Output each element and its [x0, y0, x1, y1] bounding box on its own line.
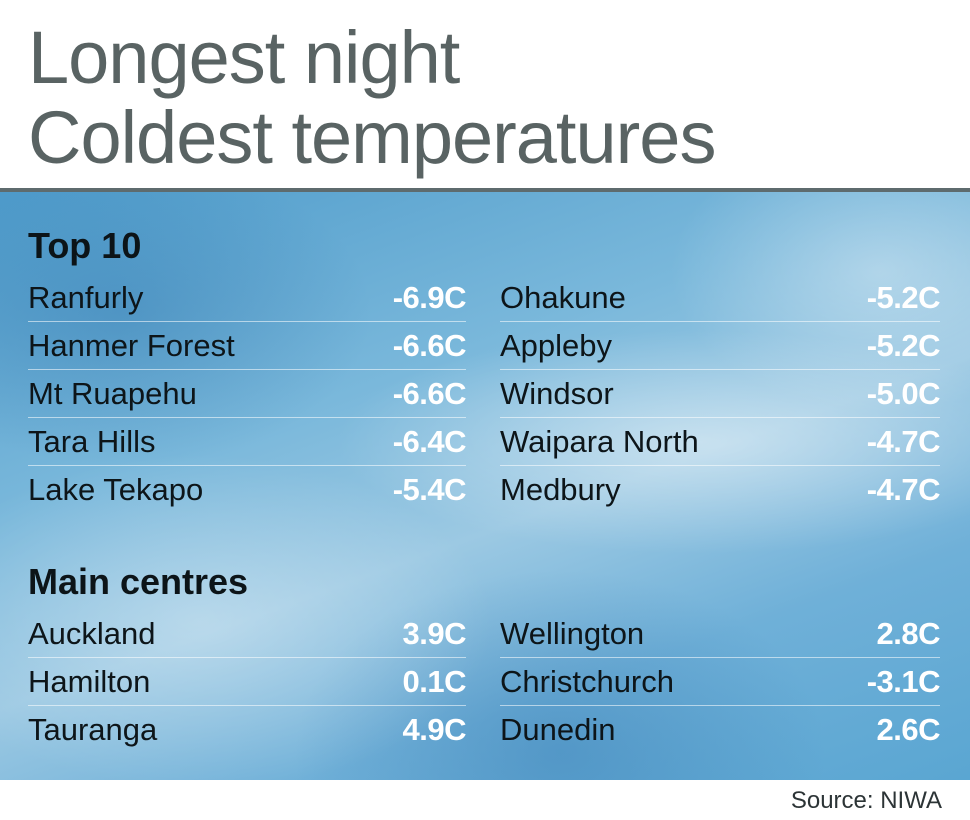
table-row: Waipara North -4.7C — [500, 418, 941, 466]
top10-heading: Top 10 — [28, 225, 142, 266]
place-name: Hanmer Forest — [28, 328, 235, 363]
source-credit: Source: NIWA — [790, 787, 942, 814]
table-row: Hamilton 0.1C — [28, 658, 467, 706]
main-centres-right-column: Wellington 2.8C Christchurch -3.1C Duned… — [500, 610, 941, 754]
table-row: Hanmer Forest -6.6C — [28, 322, 467, 370]
temperature-value: -3.1C — [866, 664, 941, 699]
temperature-panel: Top 10 Ranfurly -6.9C Hanmer Forest -6.6… — [0, 192, 970, 780]
place-name: Waipara North — [500, 424, 699, 459]
table-row: Christchurch -3.1C — [500, 658, 941, 706]
temperature-value: -5.2C — [866, 328, 941, 363]
temperature-value: -6.6C — [392, 376, 467, 411]
main-centres-left-column: Auckland 3.9C Hamilton 0.1C Tauranga 4.9… — [28, 610, 467, 754]
temperature-value: -4.7C — [866, 424, 941, 459]
temperature-value: 2.6C — [876, 712, 941, 747]
place-name: Dunedin — [500, 712, 616, 747]
place-name: Tauranga — [28, 712, 158, 747]
place-name: Mt Ruapehu — [28, 376, 197, 411]
title-line-1: Longest night — [28, 16, 460, 99]
page-title: Longest night Coldest temperatures — [28, 16, 716, 179]
temperature-value: -4.7C — [866, 472, 941, 507]
temperature-value: 0.1C — [402, 664, 467, 699]
table-row: Medbury -4.7C — [500, 466, 941, 514]
place-name: Ohakune — [500, 280, 626, 315]
table-row: Wellington 2.8C — [500, 610, 941, 658]
place-name: Hamilton — [28, 664, 151, 699]
temperature-value: 3.9C — [402, 616, 467, 651]
place-name: Wellington — [500, 616, 645, 651]
temperature-value: 2.8C — [876, 616, 941, 651]
top10-left-column: Ranfurly -6.9C Hanmer Forest -6.6C Mt Ru… — [28, 274, 467, 514]
temperature-value: -5.4C — [392, 472, 467, 507]
place-name: Windsor — [500, 376, 614, 411]
temperature-value: -6.4C — [392, 424, 467, 459]
temperature-value: -6.6C — [392, 328, 467, 363]
table-row: Mt Ruapehu -6.6C — [28, 370, 467, 418]
top10-right-column: Ohakune -5.2C Appleby -5.2C Windsor -5.0… — [500, 274, 941, 514]
place-name: Christchurch — [500, 664, 674, 699]
table-row: Dunedin 2.6C — [500, 706, 941, 754]
table-row: Auckland 3.9C — [28, 610, 467, 658]
place-name: Medbury — [500, 472, 621, 507]
table-row: Lake Tekapo -5.4C — [28, 466, 467, 514]
temperature-value: 4.9C — [402, 712, 467, 747]
temperature-value: -6.9C — [392, 280, 467, 315]
title-line-2: Coldest temperatures — [28, 96, 716, 179]
table-row: Windsor -5.0C — [500, 370, 941, 418]
temperature-value: -5.2C — [866, 280, 941, 315]
temperature-value: -5.0C — [866, 376, 941, 411]
main-centres-heading: Main centres — [28, 561, 249, 602]
place-name: Ranfurly — [28, 280, 144, 315]
place-name: Lake Tekapo — [28, 472, 204, 507]
place-name: Appleby — [500, 328, 613, 363]
table-row: Tauranga 4.9C — [28, 706, 467, 754]
place-name: Auckland — [28, 616, 156, 651]
table-row: Appleby -5.2C — [500, 322, 941, 370]
place-name: Tara Hills — [28, 424, 156, 459]
title-divider — [0, 188, 970, 192]
table-row: Ohakune -5.2C — [500, 274, 941, 322]
table-row: Ranfurly -6.9C — [28, 274, 467, 322]
table-row: Tara Hills -6.4C — [28, 418, 467, 466]
